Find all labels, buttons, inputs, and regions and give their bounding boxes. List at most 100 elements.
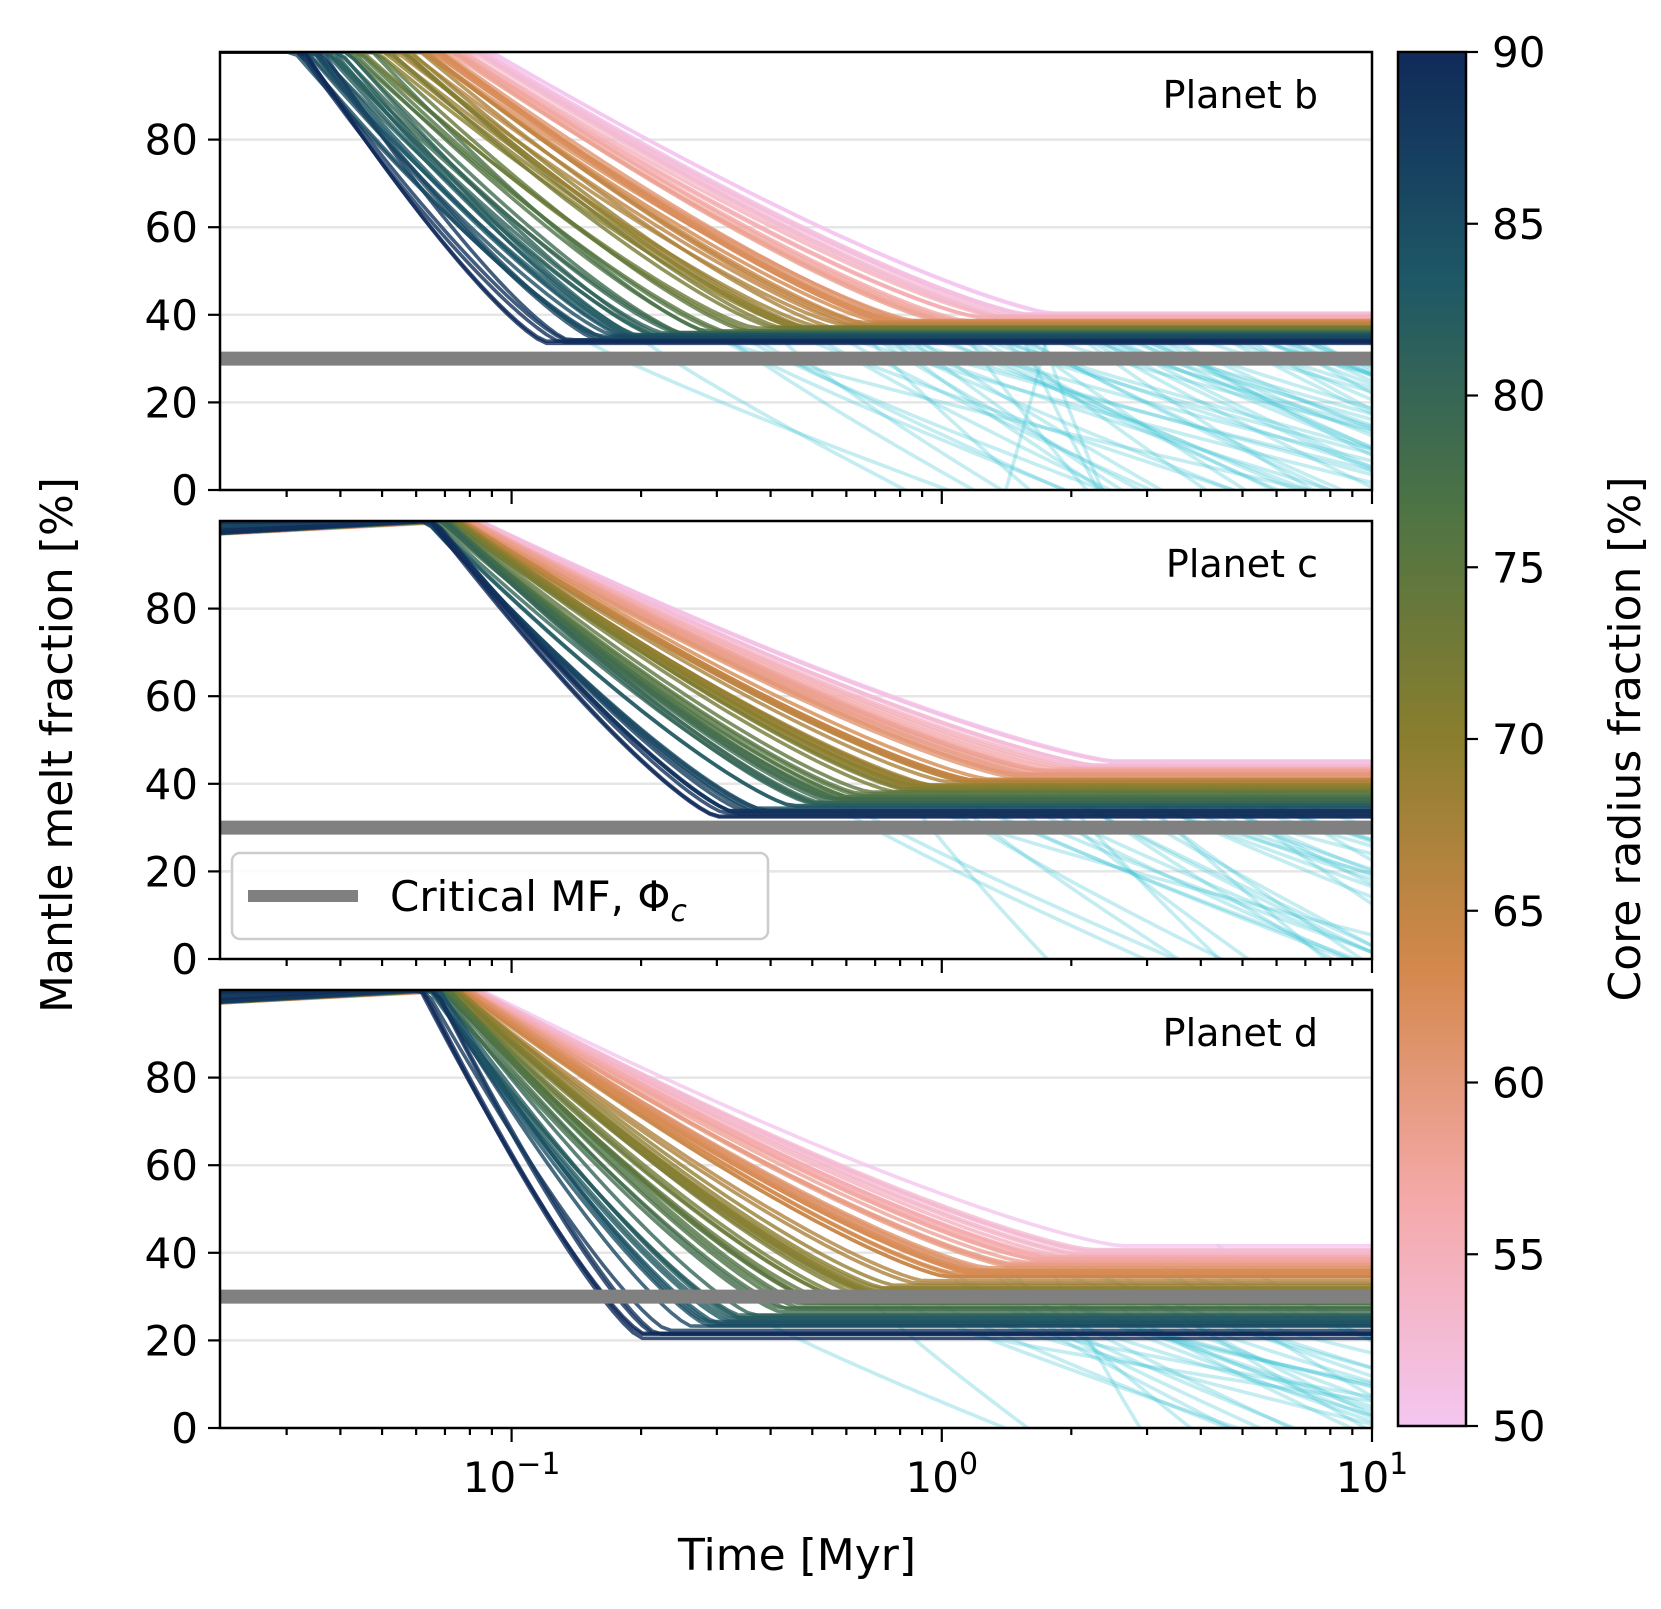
solidified-curve <box>1038 333 1372 432</box>
solidified-curve <box>1086 336 1372 429</box>
solidified-curve <box>1192 1321 1372 1384</box>
y-tick-label: 20 <box>145 378 198 427</box>
solidified-curve <box>970 1332 1372 1404</box>
y-tick-label: 80 <box>145 116 198 165</box>
melt-curve <box>220 52 1372 327</box>
melt-curve <box>220 52 1372 343</box>
x-tick-label: 10−1 <box>463 1447 561 1502</box>
colorbar-tick-label: 70 <box>1492 715 1545 764</box>
solidified-curve <box>1121 336 1372 416</box>
y-tick-label: 60 <box>145 1141 198 1190</box>
panel-label: Planet d <box>1163 1011 1318 1055</box>
solidified-curve <box>752 341 1105 490</box>
colorbar-tick-label: 85 <box>1492 200 1545 249</box>
x-tick-label-exponent: 1 <box>1389 1447 1408 1482</box>
colorbar-tick-label: 90 <box>1492 28 1545 77</box>
colorbar: 50 55 60 65 70 75 80 85 90 Core radius fraction … <box>1396 28 1651 1451</box>
solidified-curve <box>1238 814 1372 856</box>
solidified-curve <box>991 314 1248 490</box>
melt-curves <box>220 52 1372 346</box>
panel-planet-c: Planet c 0 20 40 60 80 <box>145 519 1374 984</box>
solidified-curve <box>1255 783 1372 830</box>
panel-frame <box>218 988 1374 1430</box>
solidified-curve <box>1146 1322 1372 1420</box>
colorbar-tick-label: 55 <box>1492 1230 1545 1279</box>
plot-area <box>220 52 1372 490</box>
solidified-curve <box>1132 337 1372 450</box>
solidified-curve <box>1126 314 1372 458</box>
solidified-curve <box>953 809 1224 959</box>
solidified-curve <box>1156 335 1372 411</box>
solidified-curve <box>984 338 1372 456</box>
colorbar-tick-label: 60 <box>1492 1059 1545 1108</box>
solidified-curve <box>881 334 1372 473</box>
colorbar-tick-label: 80 <box>1492 372 1545 421</box>
solidified-curve <box>753 336 1066 490</box>
colorbar-gradient <box>1396 50 1468 1428</box>
solidified-curve <box>635 333 908 490</box>
y-tick-label: 0 <box>171 1404 198 1453</box>
x-axis-title: Time [Myr] <box>677 1530 916 1581</box>
solidified-curve <box>1243 333 1372 412</box>
colorbar-tick-label: 50 <box>1492 1402 1545 1451</box>
legend: Critical MF, Φc <box>230 851 770 941</box>
solidified-curve <box>989 1319 1372 1399</box>
colorbar-tick-label: 75 <box>1492 543 1545 592</box>
solidified-curve <box>1226 806 1372 874</box>
solidified-curve <box>783 340 1004 490</box>
solidified-curve <box>1117 1324 1372 1386</box>
solidified-curve <box>1159 312 1372 390</box>
colorbar-tick-label: 65 <box>1492 887 1545 936</box>
x-tick-label-base: 10 <box>906 1453 959 1502</box>
x-tick-label: 101 <box>1336 1447 1409 1502</box>
solidified-curve <box>934 783 1181 959</box>
x-tick-label-base: 10 <box>463 1453 516 1502</box>
legend-label-text: Critical MF, Φ <box>390 872 670 921</box>
y-tick-label: 40 <box>145 291 198 340</box>
y-tick-label: 40 <box>145 1229 198 1278</box>
y-tick-label: 60 <box>145 672 198 721</box>
solidified-curve <box>1150 1328 1372 1388</box>
solidified-curve <box>1004 312 1054 490</box>
colorbar-title: Core radius fraction [%] <box>1600 477 1651 1002</box>
x-tick-label-exponent: −1 <box>516 1447 560 1482</box>
y-tick-label: 0 <box>171 935 198 984</box>
solidified-curve <box>1109 333 1372 452</box>
legend-label-subscript: c <box>670 894 687 929</box>
solidified-curve <box>1001 803 1372 954</box>
solidified-curve <box>1152 337 1372 450</box>
y-axis-title: Mantle melt fraction [%] <box>32 477 83 1013</box>
x-tick-label: 100 <box>906 1447 979 1502</box>
solidified-curve <box>889 338 1333 490</box>
y-tick-label: 80 <box>145 585 198 634</box>
panel-label: Planet b <box>1163 73 1318 117</box>
y-tick-label: 0 <box>171 466 198 515</box>
solidified-curve <box>723 339 1311 490</box>
colorbar-ticks: 50 55 60 65 70 75 80 85 90 <box>1466 28 1545 1451</box>
melt-curve <box>220 52 1372 330</box>
solidified-curve <box>583 338 950 490</box>
panel-label: Planet c <box>1166 542 1318 586</box>
solidified-curve <box>1272 312 1372 375</box>
melt-curve <box>220 52 1372 319</box>
solidified-curve <box>1049 311 1315 490</box>
panel-planet-b: Planet b 0 20 40 60 80 <box>145 50 1374 515</box>
legend-label: Critical MF, Φc <box>390 872 687 929</box>
y-tick-label: 80 <box>145 1054 198 1103</box>
y-tick-label: 40 <box>145 760 198 809</box>
y-tick-label: 60 <box>145 203 198 252</box>
y-tick-label: 20 <box>145 1316 198 1365</box>
melt-curve <box>220 990 1372 1253</box>
panel-frame <box>218 50 1374 492</box>
panel-frame <box>218 519 1374 961</box>
solidified-curve <box>935 809 1372 937</box>
solidified-curve <box>1172 336 1372 431</box>
melt-curve <box>220 52 1372 325</box>
legend-box <box>230 851 770 941</box>
solidified-curve <box>1013 315 1100 490</box>
solidified-curve <box>1202 815 1372 882</box>
y-tick-label: 20 <box>145 847 198 896</box>
solidified-curve <box>1248 334 1372 376</box>
